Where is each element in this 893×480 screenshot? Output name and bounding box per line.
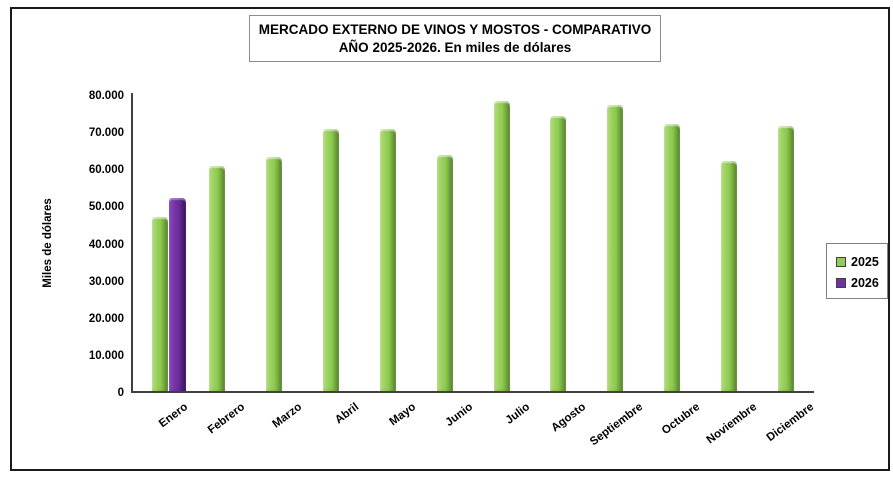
y-tick-0: 0	[117, 387, 124, 399]
bar-2026-enero	[169, 198, 186, 391]
x-label-marzo: Marzo	[270, 401, 305, 431]
y-tick-60000: 60.000	[88, 164, 124, 177]
chart-title-line2: AÑO 2025-2026. En miles de dólares	[338, 40, 572, 55]
bar-2025-noviembre	[721, 161, 738, 391]
bar-2025-diciembre	[778, 126, 795, 391]
legend-label-2025: 2025	[851, 254, 879, 269]
x-label-septiembre: Septiembre	[588, 401, 646, 449]
y-tick-10000: 10.000	[88, 349, 124, 362]
legend-item-2025: 2025	[836, 251, 887, 272]
x-label-mayo: Mayo	[387, 401, 418, 429]
chart-border-frame: MERCADO EXTERNO DE VINOS Y MOSTOS - COMP…	[10, 7, 890, 471]
x-label-febrero: Febrero	[205, 401, 248, 437]
x-label-abril: Abril	[332, 401, 361, 427]
bar-2025-enero	[152, 217, 168, 391]
chart-title-box: MERCADO EXTERNO DE VINOS Y MOSTOS - COMP…	[249, 15, 661, 62]
bar-2025-julio	[493, 101, 510, 391]
x-label-noviembre: Noviembre	[704, 401, 760, 447]
bar-2025-septiembre	[607, 105, 624, 391]
x-label-octubre: Octubre	[660, 401, 703, 438]
bar-2025-mayo	[379, 129, 396, 391]
bar-2025-octubre	[664, 124, 681, 391]
legend-item-2026: 2026	[836, 272, 887, 293]
bar-2025-junio	[436, 155, 453, 391]
y-tick-40000: 40.000	[88, 238, 124, 251]
y-tick-30000: 30.000	[88, 275, 124, 288]
legend-box: 2025 2026	[826, 243, 888, 299]
bar-2025-febrero	[208, 166, 225, 391]
y-tick-80000: 80.000	[88, 90, 124, 102]
x-label-julio: Julio	[503, 401, 532, 427]
x-label-enero: Enero	[156, 401, 191, 431]
plot-area	[131, 93, 814, 393]
y-tick-50000: 50.000	[88, 201, 124, 214]
bar-2025-abril	[322, 129, 339, 391]
legend-swatch-2025	[836, 256, 846, 267]
bar-2025-marzo	[265, 157, 282, 391]
y-tick-70000: 70.000	[88, 127, 124, 140]
legend-label-2026: 2026	[851, 275, 879, 290]
bar-2025-agosto	[550, 116, 567, 391]
legend-swatch-2026	[836, 277, 846, 288]
chart-title-line1: MERCADO EXTERNO DE VINOS Y MOSTOS - COMP…	[258, 22, 652, 37]
y-tick-20000: 20.000	[88, 312, 124, 325]
x-label-junio: Junio	[443, 401, 475, 430]
x-label-diciembre: Diciembre	[764, 401, 817, 445]
x-label-agosto: Agosto	[549, 401, 589, 435]
